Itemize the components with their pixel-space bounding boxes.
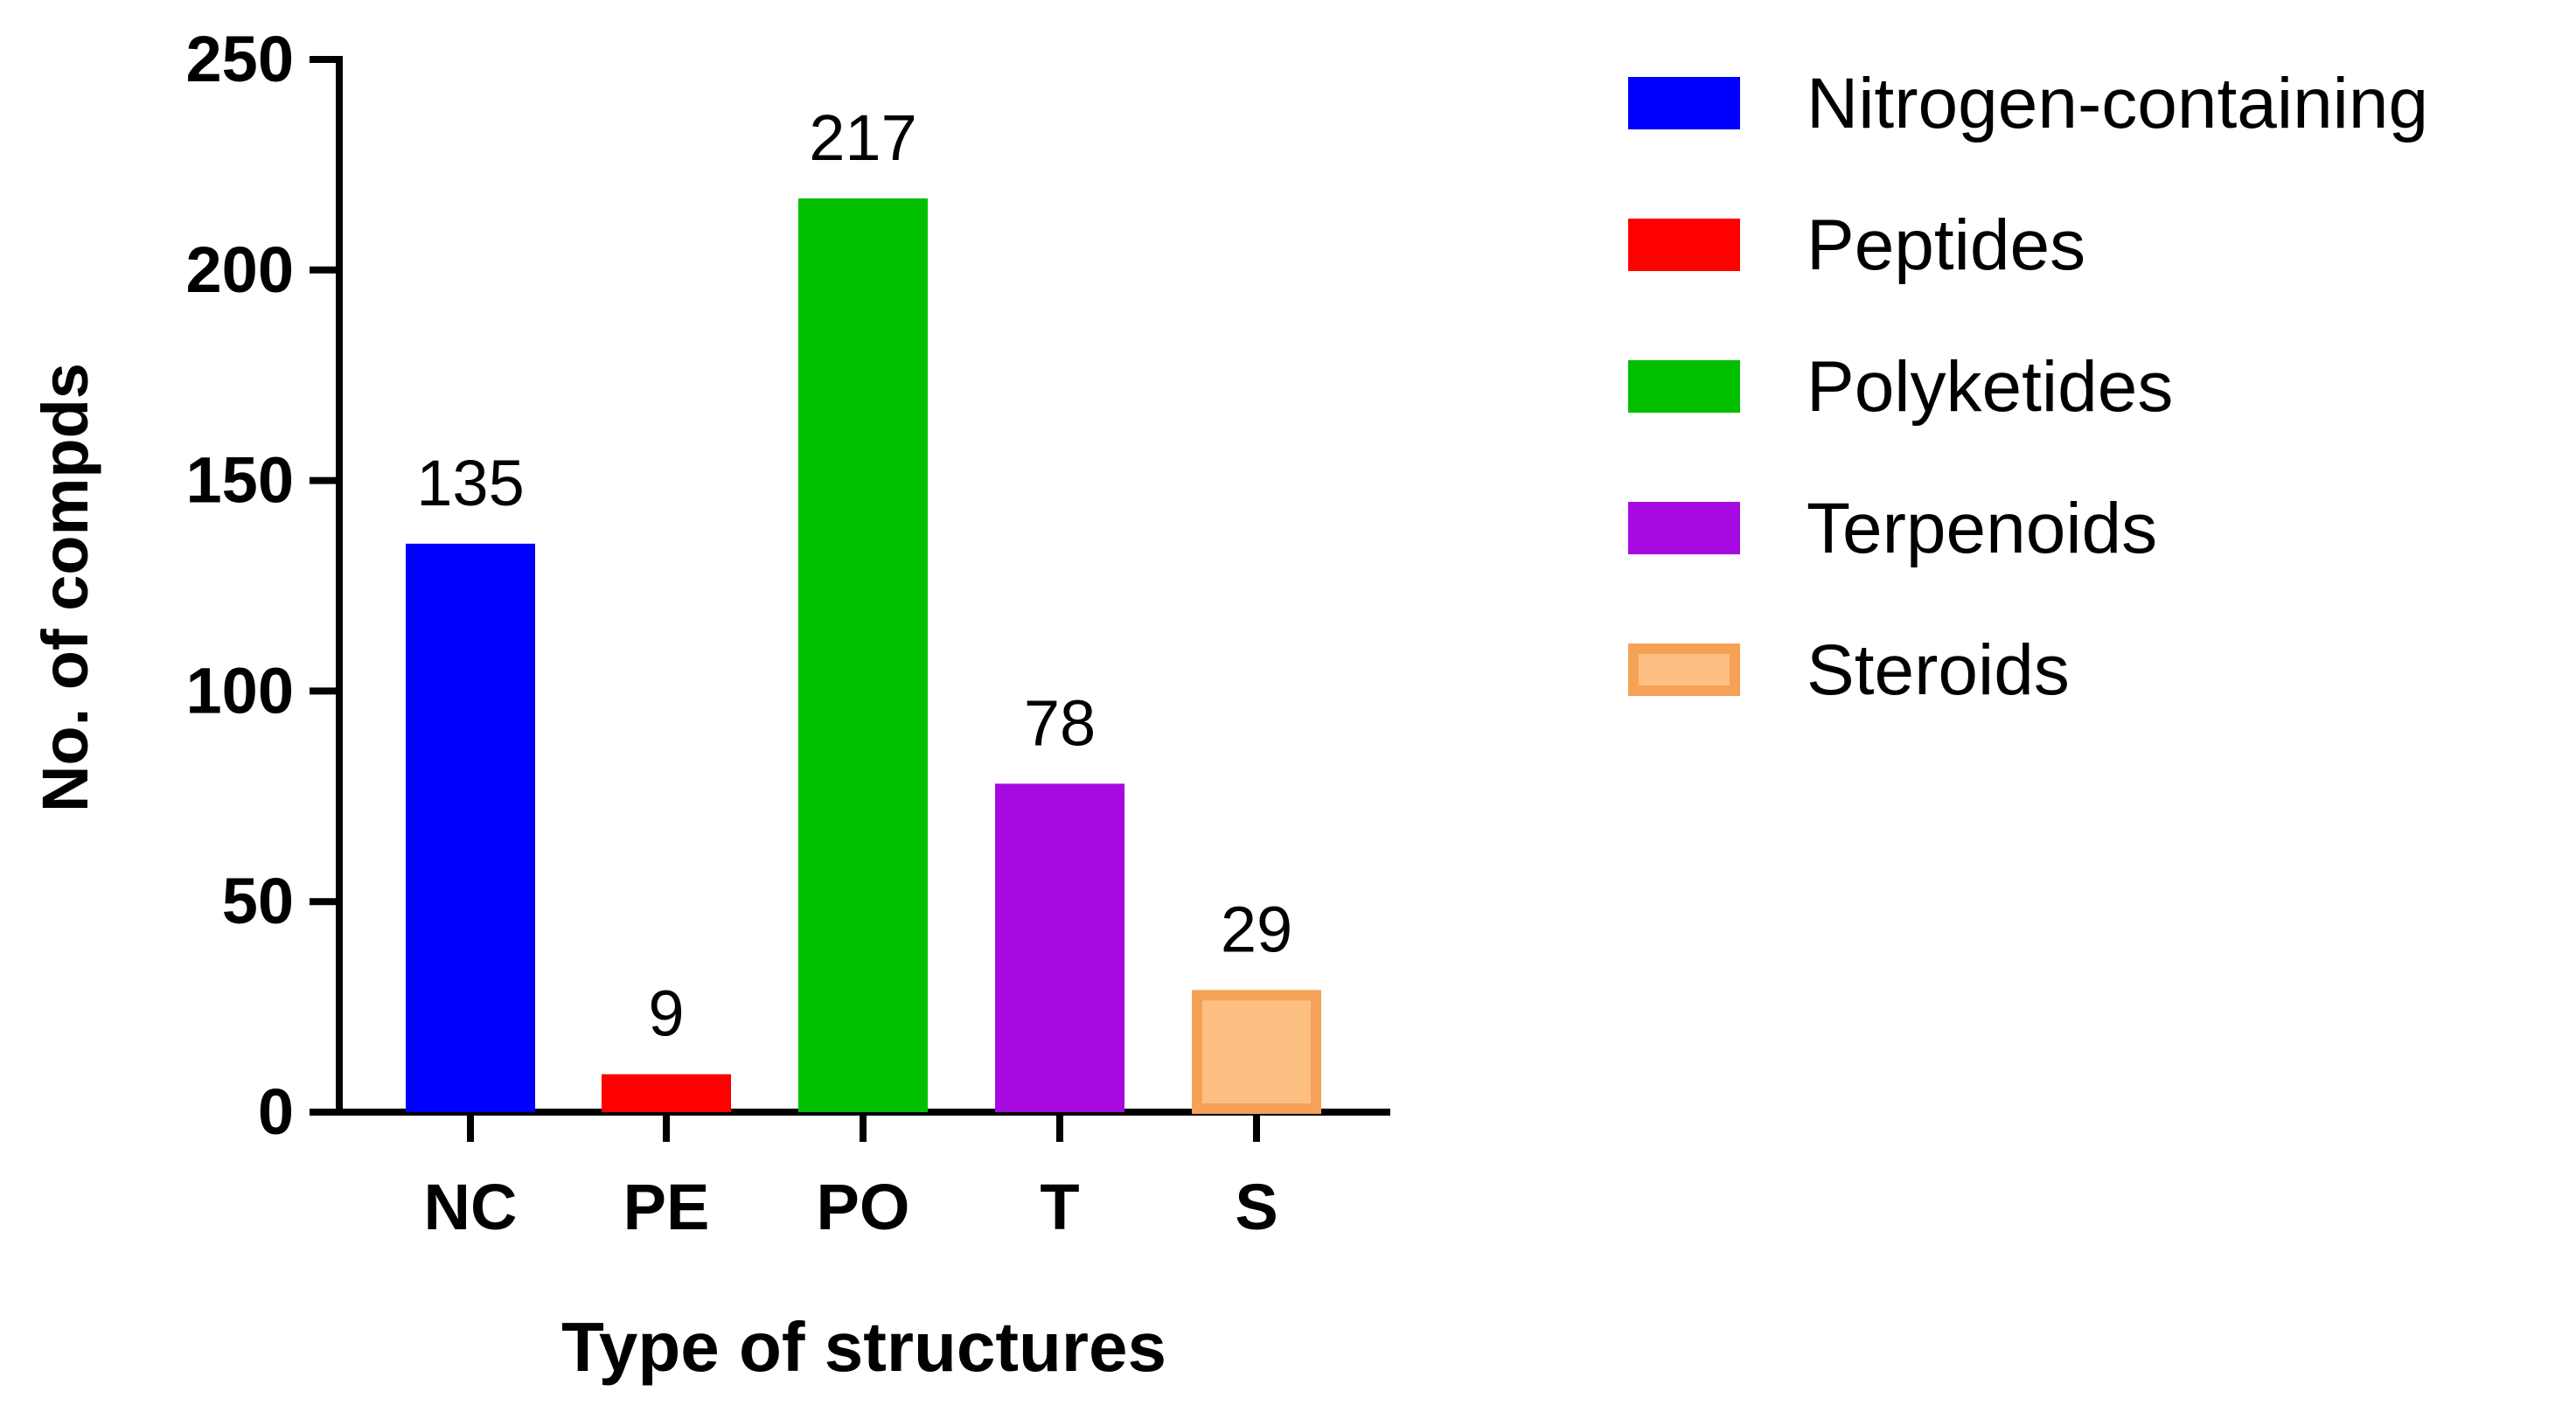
x-axis-title: Type of structures bbox=[561, 1308, 1166, 1386]
legend-label: Steroids bbox=[1807, 630, 2070, 710]
legend-swatch bbox=[1628, 77, 1740, 129]
legend-label: Peptides bbox=[1807, 205, 2085, 285]
value-labels-group: 135 9 217 78 29 bbox=[416, 101, 1292, 1050]
legend-swatch bbox=[1628, 219, 1740, 271]
bars-group bbox=[406, 198, 1321, 1115]
value-label: 135 bbox=[416, 447, 524, 519]
bar-t bbox=[995, 783, 1124, 1112]
legend: Nitrogen-containing Peptides Polyketides Te… bbox=[1628, 64, 2428, 710]
y-tick-label: 200 bbox=[186, 233, 294, 306]
y-tick-label: 50 bbox=[222, 865, 294, 937]
y-axis-title: No. of compds bbox=[29, 363, 101, 812]
bar-s bbox=[1192, 990, 1321, 1115]
y-tick-label: 250 bbox=[186, 23, 294, 95]
bar-nc bbox=[406, 543, 535, 1112]
y-tick-label: 0 bbox=[258, 1075, 294, 1148]
value-label: 29 bbox=[1221, 893, 1292, 965]
x-tick-label: S bbox=[1235, 1171, 1278, 1243]
legend-swatch bbox=[1628, 643, 1740, 696]
x-axis: NC PE PO T S bbox=[336, 1109, 1390, 1243]
value-label: 78 bbox=[1024, 686, 1096, 759]
bar-po bbox=[798, 198, 928, 1113]
legend-label: Polyketides bbox=[1807, 347, 2173, 427]
y-tick-label: 150 bbox=[186, 444, 294, 517]
x-tick-label: NC bbox=[424, 1171, 518, 1243]
legend-swatch bbox=[1628, 502, 1740, 554]
y-axis: 0 50 100 150 200 250 bbox=[186, 23, 343, 1148]
x-tick-label: PO bbox=[817, 1171, 910, 1243]
legend-swatch bbox=[1628, 360, 1740, 413]
legend-label: Terpenoids bbox=[1807, 489, 2157, 568]
y-tick-label: 100 bbox=[186, 654, 294, 727]
x-tick-label: T bbox=[1040, 1171, 1079, 1243]
x-tick-label: PE bbox=[623, 1171, 710, 1243]
value-label: 217 bbox=[809, 101, 916, 174]
value-label: 9 bbox=[648, 977, 684, 1050]
legend-label: Nitrogen-containing bbox=[1807, 64, 2428, 143]
bar-pe bbox=[602, 1074, 731, 1112]
